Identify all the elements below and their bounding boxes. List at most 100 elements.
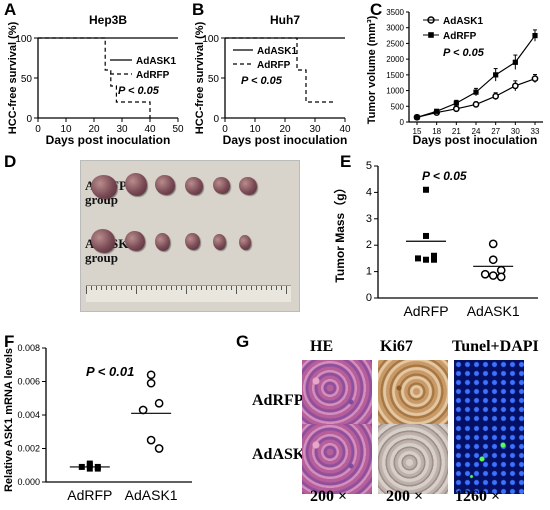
chart-c-point-adrfp-2: [453, 100, 459, 106]
chart-a-xtick-label-1: 10: [60, 124, 72, 135]
chart-f-ask1-mrna: 0.000 0.002 0.004 0.006 0.008 AdRFP AdASK1 Rela…: [3, 343, 192, 503]
ruler-tick: [151, 286, 152, 290]
g-row-adrfp: AdRFP: [252, 392, 304, 409]
tumor-adrfp-2: [125, 173, 147, 196]
ruler-tick: [131, 286, 132, 290]
chart-e-pvalue: P < 0.05: [422, 169, 467, 183]
chart-e-point-adask1-4: [488, 271, 498, 280]
tumor-adask1-5: [213, 234, 226, 250]
chart-b-survival-huh7: 0 50 100 0 10 20 30 40 Huh7 Days post inoculation…: [194, 13, 351, 147]
chart-f-ytick-label-1: 0.002: [17, 444, 40, 454]
ruler-tick: [146, 286, 147, 290]
g-col-tunel-dapi: Tunel+DAPI: [452, 338, 539, 355]
ruler-tick: [196, 286, 197, 290]
chart-f-point-adrfp-4: [86, 465, 93, 472]
ruler-tick: [211, 286, 212, 290]
g-row-adask1: AdASK1: [252, 446, 314, 463]
chart-c-point-adask1-6: [531, 75, 539, 82]
ruler-tick: [251, 286, 252, 290]
ruler-tick: [86, 286, 87, 294]
ruler-tick: [226, 286, 227, 290]
ruler-tick: [161, 286, 162, 290]
chart-e-ytick-label-0: 0: [366, 292, 372, 304]
chart-c-point-adrfp-6: [532, 32, 538, 39]
g-image-he-adask1: [302, 424, 372, 494]
chart-c-point-adrfp-1: [434, 108, 440, 114]
chart-a-legend-adrfp: AdRFP: [136, 70, 170, 81]
g-mag-tunel: 1260 ×: [455, 488, 501, 505]
ruler-tick: [261, 286, 262, 290]
ruler-tick: [266, 286, 267, 290]
chart-c-point-adrfp-5: [512, 59, 518, 65]
chart-b-xtick-label-1: 10: [249, 124, 261, 135]
chart-c-xlabel: Days post inoculation: [413, 133, 538, 147]
chart-b-xtick-label-0: 0: [222, 124, 228, 135]
ruler-tick: [276, 286, 277, 290]
tumor-adrfp-5: [213, 177, 230, 194]
ruler-tick: [281, 286, 282, 290]
chart-b-xtick-label-4: 40: [339, 124, 351, 135]
ruler-tick: [236, 286, 237, 294]
chart-c-point-adask1-4: [492, 92, 500, 100]
ruler-tick: [141, 286, 142, 290]
panel-letter-a: A: [4, 0, 17, 19]
ruler-tick: [176, 286, 177, 290]
chart-e-ytick-label-4: 4: [366, 186, 372, 198]
chart-b-xtick-label-3: 30: [309, 124, 321, 135]
chart-f-point-adask1-0: [146, 370, 156, 380]
g-image-tunel-adrfp: [454, 360, 524, 430]
tumor-adrfp-6: [239, 177, 257, 195]
ruler-tick: [106, 286, 107, 290]
chart-e-point-adrfp-1: [423, 232, 429, 239]
chart-b-xtick-label-2: 20: [279, 124, 291, 135]
chart-c-tumor-volume: 0 500 1000 1500 2000 2500 3000 3500 15 18 21 24 27 30…: [366, 8, 543, 147]
chart-e-point-adrfp-2: [431, 252, 437, 259]
tumor-adask1-4: [185, 233, 200, 250]
chart-e-tumor-mass: 0 1 2 3 4 5 AdRFP AdASK1 Tumor Mass（g） P < 0.05: [332, 160, 538, 319]
chart-a-series-adrfp: [38, 37, 151, 118]
ruler-tick: [166, 286, 167, 290]
panel-letter-e: E: [340, 152, 352, 171]
chart-c-ytick-label-4: 2000: [386, 55, 404, 64]
chart-e-category-label-0: AdRFP: [403, 303, 448, 319]
chart-f-point-adask1-5: [154, 444, 164, 453]
chart-c-legend-adask1: AdASK1: [443, 16, 483, 27]
ruler-tick: [206, 286, 207, 290]
ruler-tick: [231, 286, 232, 290]
chart-b-pvalue: P < 0.05: [241, 75, 283, 87]
chart-e-ylabel: Tumor Mass（g）: [332, 181, 347, 282]
chart-a-legend-adask1: AdASK1: [136, 56, 176, 67]
chart-f-point-adask1-2: [154, 398, 164, 408]
ruler-tick: [171, 286, 172, 290]
ruler-tick: [221, 286, 222, 290]
chart-a-ytick-label-0: 0: [26, 114, 32, 125]
ruler-tick: [121, 286, 122, 290]
chart-b-legend-adask1: AdASK1: [257, 46, 297, 57]
chart-f-category-label-1: AdASK1: [125, 487, 178, 503]
chart-c-ytick-label-3: 1500: [386, 71, 404, 80]
chart-a-xtick-label-2: 20: [88, 124, 100, 135]
chart-f-category-label-0: AdRFP: [67, 487, 112, 503]
chart-f-ytick-label-2: 0.004: [17, 410, 40, 420]
panel-letter-b: B: [192, 0, 205, 19]
tumor-adask1-6: [239, 235, 251, 250]
chart-a-pvalue: P < 0.05: [118, 85, 160, 97]
ruler-tick: [256, 286, 257, 290]
ruler-tick: [111, 286, 112, 290]
g-col-ki67: Ki67: [380, 338, 413, 355]
chart-e-point-adask1-3: [480, 269, 490, 279]
panel-letter-d: D: [4, 152, 17, 171]
chart-c-ylabel: Tumor volume (mm³): [366, 15, 378, 124]
chart-e-ytick-label-5: 5: [366, 160, 372, 172]
photo-group-label-adask1-line2: group: [85, 250, 118, 265]
chart-e-point-adrfp-0: [423, 186, 429, 193]
chart-a-title: Hep3B: [89, 13, 127, 27]
g-col-he: HE: [310, 338, 334, 355]
g-image-ki67-adrfp: [378, 360, 448, 430]
chart-a-xtick-label-3: 30: [116, 124, 128, 135]
tumor-adask1-2: [125, 231, 145, 251]
g-image-ki67-adask1: [378, 424, 448, 494]
ruler-tick: [96, 286, 97, 290]
ruler-tick: [201, 286, 202, 290]
chart-e-ytick-label-3: 3: [366, 213, 372, 225]
